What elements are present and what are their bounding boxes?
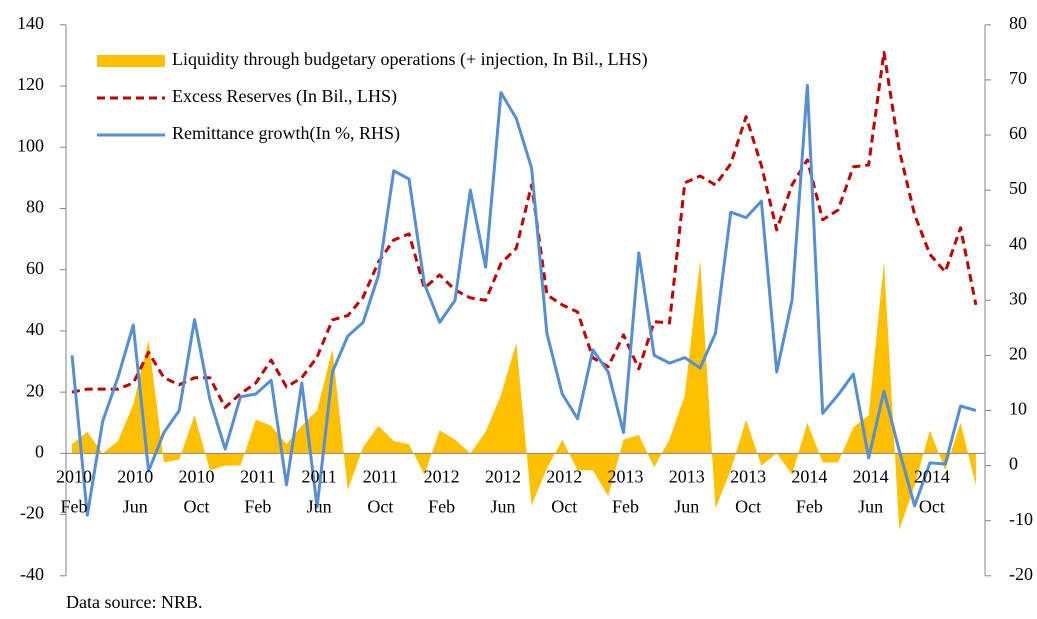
x-tick-year: 2011 xyxy=(240,466,275,486)
y-tick-label: -20 xyxy=(20,503,44,523)
y2-tick-label: 30 xyxy=(1009,288,1027,308)
x-tick-year: 2013 xyxy=(669,466,705,486)
y2-tick-label: 20 xyxy=(1009,344,1027,364)
x-tick-year: 2012 xyxy=(485,466,521,486)
y2-tick-label: -10 xyxy=(1009,509,1033,529)
x-tick-year: 2011 xyxy=(301,466,336,486)
source-note: Data source: NRB. xyxy=(66,592,202,612)
line-series xyxy=(70,83,977,517)
y-tick-label: 40 xyxy=(26,319,44,339)
y-tick-label: 20 xyxy=(26,380,44,400)
y-tick-label: 140 xyxy=(17,13,44,33)
x-tick-month: Jun xyxy=(490,496,515,516)
legend-label: Excess Reserves (In Bil., LHS) xyxy=(172,86,397,107)
legend-label: Liquidity through budgetary operations (… xyxy=(172,49,648,70)
x-tick-month: Feb xyxy=(428,496,455,516)
x-tick-month: Feb xyxy=(61,496,88,516)
x-tick-year: 2012 xyxy=(424,466,460,486)
x-tick-month: Feb xyxy=(796,496,823,516)
x-tick-year: 2010 xyxy=(179,466,215,486)
x-tick-month: Jun xyxy=(123,496,148,516)
y2-tick-label: -20 xyxy=(1009,564,1033,584)
x-tick-month: Oct xyxy=(919,496,945,516)
x-tick-month: Jun xyxy=(674,496,699,516)
line-series xyxy=(71,50,978,409)
y-tick-label: 120 xyxy=(17,74,44,94)
y2-tick-label: 40 xyxy=(1009,233,1027,253)
y-tick-label: 100 xyxy=(17,135,44,155)
legend-label: Remittance growth(In %, RHS) xyxy=(172,123,400,144)
x-tick-year: 2011 xyxy=(363,466,398,486)
x-tick-month: Jun xyxy=(858,496,883,516)
x-tick-year: 2013 xyxy=(608,466,644,486)
x-tick-month: Jun xyxy=(307,496,332,516)
x-tick-year: 2013 xyxy=(730,466,766,486)
y2-tick-label: 10 xyxy=(1009,399,1027,419)
y-tick-label: 60 xyxy=(26,258,44,278)
x-tick-year: 2014 xyxy=(914,466,950,486)
x-tick-month: Oct xyxy=(367,496,393,516)
x-tick-month: Oct xyxy=(551,496,577,516)
y-tick-label: 80 xyxy=(26,197,44,217)
x-tick-month: Feb xyxy=(244,496,271,516)
x-tick-month: Oct xyxy=(735,496,761,516)
y2-tick-label: 0 xyxy=(1009,454,1018,474)
y2-tick-label: 70 xyxy=(1009,68,1027,88)
x-tick-year: 2014 xyxy=(791,466,827,486)
x-tick-month: Oct xyxy=(184,496,210,516)
legend-swatch xyxy=(97,55,165,67)
x-tick-year: 2010 xyxy=(56,466,92,486)
y-tick-label: -40 xyxy=(20,564,44,584)
x-tick-year: 2012 xyxy=(546,466,582,486)
y-tick-label: 0 xyxy=(35,441,44,461)
y2-tick-label: 60 xyxy=(1009,123,1027,143)
x-tick-month: Feb xyxy=(612,496,639,516)
x-tick-year: 2010 xyxy=(117,466,153,486)
y2-tick-label: 80 xyxy=(1009,13,1027,33)
y2-tick-label: 50 xyxy=(1009,178,1027,198)
x-tick-year: 2014 xyxy=(853,466,889,486)
